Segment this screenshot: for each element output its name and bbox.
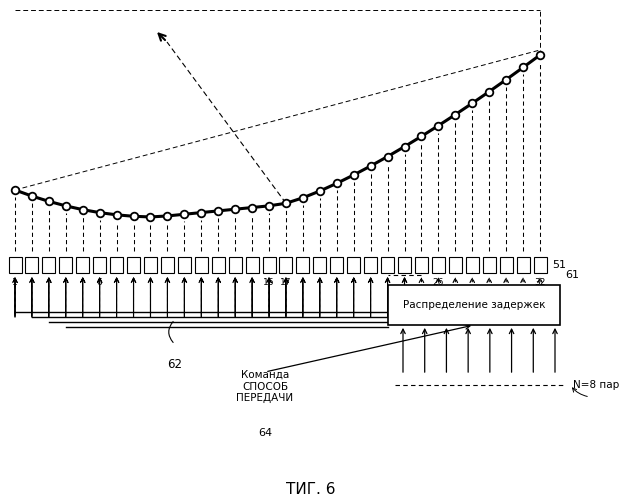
Bar	[262, 257, 276, 273]
Bar	[330, 257, 343, 273]
Bar	[42, 257, 55, 273]
Bar	[364, 257, 377, 273]
Text: 51: 51	[552, 260, 566, 270]
Bar	[127, 257, 140, 273]
Bar	[432, 257, 445, 273]
Bar	[93, 257, 106, 273]
Text: Команда
СПОСОБ
ПЕРЕДАЧИ: Команда СПОСОБ ПЕРЕДАЧИ	[236, 370, 294, 403]
Bar	[415, 257, 428, 273]
Text: 61: 61	[565, 270, 579, 280]
Bar	[398, 257, 411, 273]
Bar	[77, 257, 89, 273]
Text: 26: 26	[433, 278, 444, 287]
Bar	[279, 257, 292, 273]
Bar	[466, 257, 479, 273]
Bar	[229, 257, 242, 273]
Text: 1: 1	[12, 278, 18, 287]
Text: 64: 64	[258, 428, 272, 438]
Bar	[483, 257, 496, 273]
Bar	[449, 257, 462, 273]
Bar	[9, 257, 22, 273]
Bar	[499, 257, 513, 273]
Text: 62: 62	[167, 358, 182, 370]
Bar	[388, 285, 560, 325]
Text: ΤИГ. 6: ΤИГ. 6	[286, 482, 336, 497]
Bar	[211, 257, 225, 273]
Text: Распределение задержек: Распределение задержек	[403, 300, 545, 310]
Bar	[313, 257, 327, 273]
Bar	[144, 257, 157, 273]
Bar	[347, 257, 360, 273]
Text: N=8 пар питания: N=8 пар питания	[573, 380, 622, 390]
Text: 16: 16	[263, 278, 275, 287]
Text: 17: 17	[281, 278, 292, 287]
Text: 6: 6	[97, 278, 103, 287]
Text: 32: 32	[534, 278, 545, 287]
Bar	[297, 257, 309, 273]
Bar	[381, 257, 394, 273]
Bar	[161, 257, 174, 273]
Bar	[110, 257, 123, 273]
Bar	[516, 257, 529, 273]
Bar	[534, 257, 547, 273]
Bar	[195, 257, 208, 273]
Bar	[178, 257, 191, 273]
Bar	[246, 257, 259, 273]
Bar	[59, 257, 72, 273]
Bar	[26, 257, 39, 273]
